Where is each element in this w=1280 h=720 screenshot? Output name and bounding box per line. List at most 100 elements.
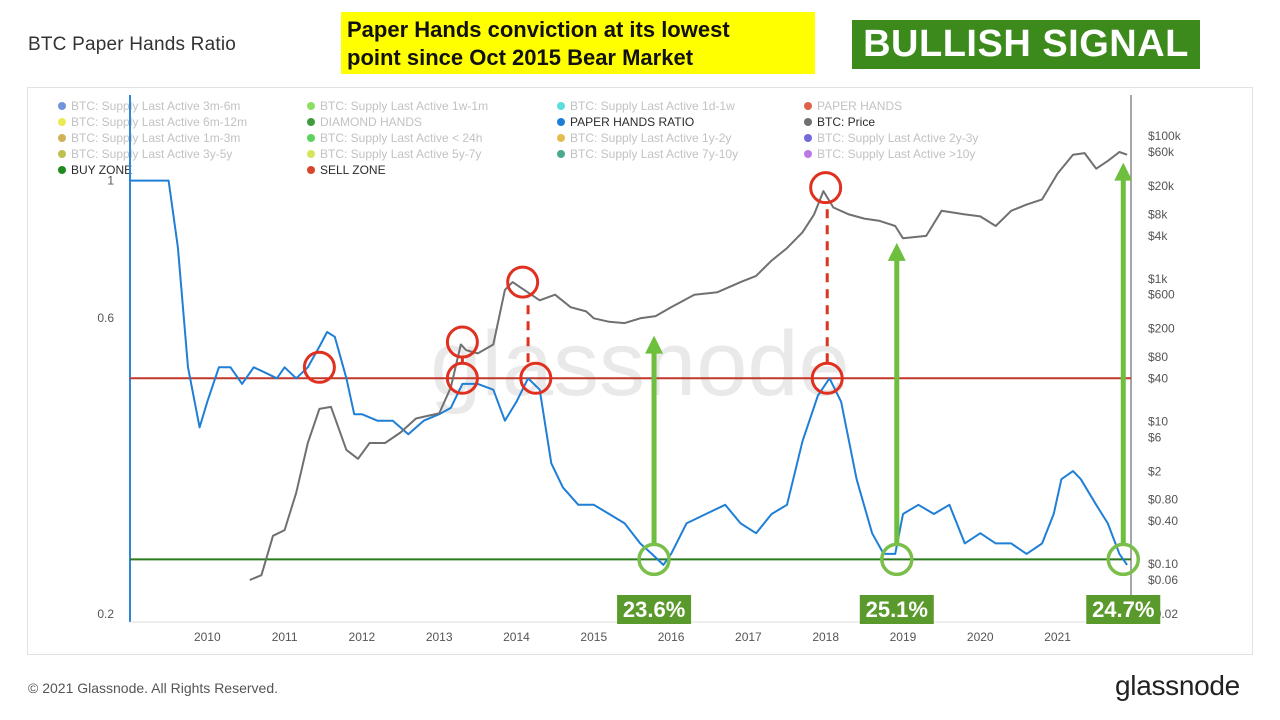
y-right-tick-label: $0.06 — [1148, 573, 1178, 587]
x-tick-label: 2021 — [1044, 630, 1071, 644]
sell-peak-marker — [445, 325, 479, 359]
buy-percent-label: 24.7% — [1092, 597, 1154, 622]
y-left-tick-label: 0.2 — [97, 607, 114, 621]
legend-swatch — [804, 102, 812, 110]
y-right-tick-label: $1k — [1148, 272, 1168, 286]
legend-label: BUY ZONE — [71, 163, 132, 177]
legend-swatch — [307, 134, 315, 142]
legend-label: BTC: Supply Last Active 1y-2y — [570, 131, 731, 145]
legend-label: BTC: Supply Last Active 1d-1w — [570, 99, 735, 113]
y-right-tick-label: $40 — [1148, 372, 1168, 386]
y-right-tick-label: $0.80 — [1148, 493, 1178, 507]
y-right-tick-label: $8k — [1148, 207, 1168, 221]
legend-label: DIAMOND HANDS — [320, 115, 422, 129]
headline-line-2: point since Oct 2015 Bear Market — [347, 45, 694, 70]
buy-percent-label: 25.1% — [866, 597, 928, 622]
y-right-tick-label: $10 — [1148, 415, 1168, 429]
x-tick-label: 2014 — [503, 630, 530, 644]
sell-peak-marker — [445, 361, 479, 395]
y-right-tick-label: $80 — [1148, 350, 1168, 364]
sell-peak-marker — [302, 350, 336, 384]
legend-swatch — [58, 134, 66, 142]
y-right-tick-label: $4k — [1148, 229, 1168, 243]
buy-percent-badge — [617, 595, 692, 624]
x-tick-label: 2019 — [890, 630, 917, 644]
legend-label: BTC: Price — [817, 115, 875, 129]
chart-axes: 2010 2011 2012 2013 2014 2015 2016 2017 2018 2019… — [97, 95, 1182, 644]
bullish-signal-badge: BULLISH SIGNAL — [852, 20, 1200, 69]
x-tick-label: 2020 — [967, 630, 994, 644]
sell-peak-marker — [519, 361, 553, 395]
buy-arrow-head — [887, 242, 906, 261]
legend-label: BTC: Supply Last Active 6m-12m — [71, 115, 247, 129]
headline-box: Paper Hands conviction at its lowest poi… — [341, 12, 815, 74]
x-tick-label: 2016 — [658, 630, 685, 644]
legend-swatch — [804, 134, 812, 142]
y-right-tick-label: $2 — [1148, 464, 1162, 478]
glassnode-logo: glassnode — [1115, 670, 1240, 701]
legend-swatch — [58, 102, 66, 110]
x-tick-label: 2017 — [735, 630, 762, 644]
chart-frame — [27, 87, 1253, 655]
y-right-tick-label: $600 — [1148, 288, 1175, 302]
sell-peak-marker — [810, 361, 844, 395]
legend-swatch — [557, 118, 565, 126]
legend-label: BTC: Supply Last Active 1w-1m — [320, 99, 488, 113]
y-left-tick-label: 1 — [107, 174, 114, 188]
legend-swatch — [307, 102, 315, 110]
buy-arrow-head — [1114, 162, 1133, 181]
chart-legend: BTC: Supply Last Active 3m-6m BTC: Supply… — [58, 99, 978, 177]
buy-bottom-marker — [637, 542, 671, 577]
legend-swatch — [557, 102, 565, 110]
buy-percent-label: 23.6% — [623, 597, 685, 622]
y-right-tick-label: $60k — [1148, 145, 1175, 159]
legend-label: BTC: Supply Last Active 7y-10y — [570, 147, 738, 161]
legend-swatch — [557, 150, 565, 158]
y-right-tick-label: $200 — [1148, 322, 1175, 336]
x-tick-label: 2010 — [194, 630, 221, 644]
x-tick-label: 2015 — [580, 630, 607, 644]
x-tick-label: 2012 — [349, 630, 376, 644]
buy-percent-badge — [859, 595, 934, 624]
y-left-tick-label: 0.6 — [97, 311, 114, 325]
page-title: BTC Paper Hands Ratio — [28, 34, 237, 55]
copyright-text: © 2021 Glassnode. All Rights Reserved. — [28, 680, 279, 696]
legend-label: SELL ZONE — [320, 163, 386, 177]
legend-swatch — [307, 166, 315, 174]
legend-label: BTC: Supply Last Active >10y — [817, 147, 975, 161]
sell-peak-marker — [809, 171, 843, 205]
legend-label: BTC: Supply Last Active 1m-3m — [71, 131, 240, 145]
legend-swatch — [804, 118, 812, 126]
legend-swatch — [58, 150, 66, 158]
buy-bottom-marker — [880, 542, 914, 577]
y-right-tick-label: $0.10 — [1148, 557, 1178, 571]
legend-swatch — [307, 118, 315, 126]
buy-bottom-marker — [1106, 542, 1141, 577]
y-right-tick-label: $6 — [1148, 430, 1162, 444]
y-right-tick-label: $0.40 — [1148, 514, 1178, 528]
x-tick-label: 2013 — [426, 630, 453, 644]
legend-label: BTC: Supply Last Active 3y-5y — [71, 147, 232, 161]
buy-arrow-head — [645, 335, 664, 354]
y-right-tick-label: $100k — [1148, 129, 1182, 143]
legend-label: PAPER HANDS RATIO — [570, 115, 694, 129]
btc-price-line — [249, 151, 1128, 581]
chart-series — [130, 151, 1128, 581]
headline-line-1: Paper Hands conviction at its lowest — [347, 17, 730, 42]
legend-label: BTC: Supply Last Active < 24h — [320, 131, 482, 145]
buy-percent-badge — [1086, 595, 1161, 624]
y-right-tick-label: $20k — [1148, 179, 1175, 193]
chart-watermark: glassnode — [430, 313, 849, 415]
legend-swatch — [307, 150, 315, 158]
x-tick-label: 2011 — [272, 630, 298, 644]
legend-swatch — [58, 118, 66, 126]
legend-label: BTC: Supply Last Active 5y-7y — [320, 147, 481, 161]
chart-annotations: 23.6% 25.1% 24.7% — [302, 162, 1161, 624]
legend-label: BTC: Supply Last Active 3m-6m — [71, 99, 240, 113]
x-tick-label: 2018 — [812, 630, 839, 644]
legend-swatch — [58, 166, 66, 174]
paper-hands-ratio-line — [130, 179, 1128, 566]
sell-peak-marker — [506, 265, 540, 299]
legend-swatch — [557, 134, 565, 142]
